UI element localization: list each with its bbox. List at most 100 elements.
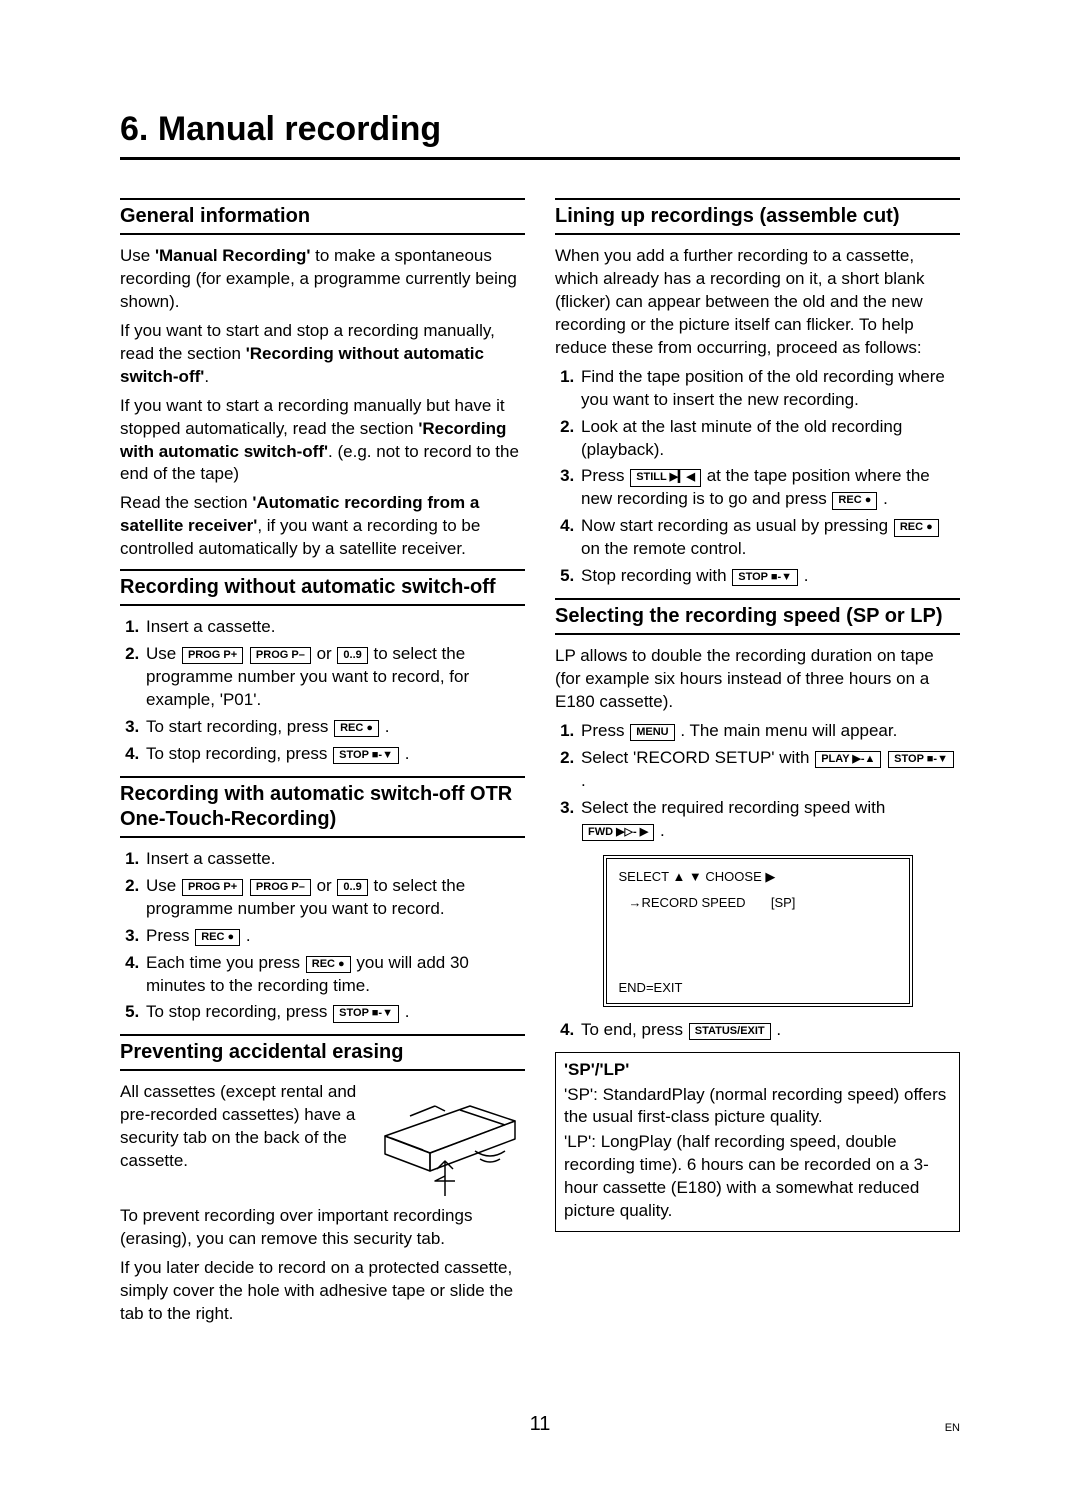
step: Press MENU . The main menu will appear. bbox=[579, 720, 960, 743]
step: Select the required recording speed with… bbox=[579, 797, 960, 843]
list-rec-no-auto: Insert a cassette. Use PROG P+ PROG P– o… bbox=[120, 616, 525, 766]
general-p2: If you want to start and stop a recordin… bbox=[120, 320, 525, 389]
text-fragment: . The main menu will appear. bbox=[680, 721, 897, 740]
lining-intro: When you add a further recording to a ca… bbox=[555, 245, 960, 360]
step: Press REC ● . bbox=[144, 925, 525, 948]
text-fragment: To start recording, press bbox=[146, 717, 333, 736]
cassette-icon bbox=[375, 1081, 525, 1201]
text-fragment: . bbox=[581, 771, 586, 790]
sp-lp-note: 'SP'/'LP' 'SP': StandardPlay (normal rec… bbox=[555, 1052, 960, 1233]
text-fragment: Look at the last minute of the old recor… bbox=[581, 417, 902, 459]
text-fragment: . bbox=[883, 489, 888, 508]
step: Use PROG P+ PROG P– or 0..9 to select th… bbox=[144, 875, 525, 921]
text-fragment: . bbox=[385, 717, 390, 736]
prog-up-button: PROG P+ bbox=[182, 647, 243, 664]
step: Use PROG P+ PROG P– or 0..9 to select th… bbox=[144, 643, 525, 712]
text-fragment: . bbox=[804, 566, 809, 585]
prog-down-button: PROG P– bbox=[250, 879, 311, 896]
text-fragment: To stop recording, press bbox=[146, 744, 332, 763]
osd-spacer bbox=[619, 910, 897, 980]
osd-footer: END=EXIT bbox=[619, 980, 897, 995]
text-fragment: Use bbox=[146, 876, 181, 895]
step: To stop recording, press STOP ■-▼ . bbox=[144, 1001, 525, 1024]
stop-button: STOP ■-▼ bbox=[732, 569, 798, 586]
heading-rec-no-auto: Recording without automatic switch-off bbox=[120, 569, 525, 606]
fwd-button: FWD ▶▷- ▶ bbox=[582, 824, 654, 841]
osd-menu: SELECT ▲ ▼ CHOOSE ▶ →RECORD SPEED [SP] E… bbox=[603, 855, 913, 1007]
general-p4: Read the section 'Automatic recording fr… bbox=[120, 492, 525, 561]
osd-row: →RECORD SPEED [SP] bbox=[629, 895, 897, 910]
text-fragment: Stop recording with bbox=[581, 566, 731, 585]
play-button: PLAY ▶-▲ bbox=[815, 751, 881, 768]
digits-button: 0..9 bbox=[337, 879, 367, 896]
osd-header: SELECT ▲ ▼ CHOOSE ▶ bbox=[619, 869, 897, 885]
step: Select 'RECORD SETUP' with PLAY ▶-▲ STOP… bbox=[579, 747, 960, 793]
prevent-p3: If you later decide to record on a prote… bbox=[120, 1257, 525, 1326]
general-p1: Use 'Manual Recording' to make a spontan… bbox=[120, 245, 525, 314]
text-fragment: Select 'RECORD SETUP' with bbox=[581, 748, 814, 767]
menu-button: MENU bbox=[630, 724, 674, 741]
prog-down-button: PROG P– bbox=[250, 647, 311, 664]
text-fragment: . bbox=[660, 821, 665, 840]
prog-up-button: PROG P+ bbox=[182, 879, 243, 896]
text-fragment: Find the tape position of the old record… bbox=[581, 367, 945, 409]
speed-intro: LP allows to double the recording durati… bbox=[555, 645, 960, 714]
left-column: General information Use 'Manual Recordin… bbox=[120, 190, 525, 1332]
heading-lining-up: Lining up recordings (assemble cut) bbox=[555, 198, 960, 235]
manual-page: 6. Manual recording General information … bbox=[0, 0, 1080, 1486]
text-fragment: Press bbox=[581, 721, 629, 740]
columns: General information Use 'Manual Recordin… bbox=[120, 190, 960, 1332]
text-fragment: or bbox=[317, 644, 337, 663]
heading-general-info: General information bbox=[120, 198, 525, 235]
step: Now start recording as usual by pressing… bbox=[579, 515, 960, 561]
text-fragment: . bbox=[246, 926, 251, 945]
chapter-title: 6. Manual recording bbox=[120, 110, 960, 149]
lang-mark: EN bbox=[945, 1422, 960, 1434]
text-fragment: Press bbox=[581, 466, 629, 485]
step: Insert a cassette. bbox=[144, 848, 525, 871]
text-fragment: Read the section bbox=[120, 493, 252, 512]
status-exit-button: STATUS/EXIT bbox=[689, 1023, 771, 1040]
text-fragment: Insert a cassette. bbox=[146, 849, 275, 868]
right-column: Lining up recordings (assemble cut) When… bbox=[555, 190, 960, 1332]
cassette-illustration bbox=[375, 1081, 525, 1201]
list-speed-cont: To end, press STATUS/EXIT . bbox=[555, 1019, 960, 1042]
rec-button: REC ● bbox=[195, 929, 240, 946]
page-number: 11 bbox=[0, 1413, 1080, 1436]
step: To start recording, press REC ● . bbox=[144, 716, 525, 739]
note-lp: 'LP': LongPlay (half recording speed, do… bbox=[564, 1131, 951, 1223]
osd-row-label: →RECORD SPEED bbox=[629, 895, 746, 910]
list-speed: Press MENU . The main menu will appear. … bbox=[555, 720, 960, 843]
prevent-p2: To prevent recording over important reco… bbox=[120, 1205, 525, 1251]
text-fragment: Press bbox=[146, 926, 194, 945]
text-fragment: To end, press bbox=[581, 1020, 688, 1039]
text-fragment: on the remote control. bbox=[581, 539, 746, 558]
text-fragment: . bbox=[204, 367, 209, 386]
step: To stop recording, press STOP ■-▼ . bbox=[144, 743, 525, 766]
text-fragment: . bbox=[405, 744, 410, 763]
title-rule bbox=[120, 157, 960, 160]
list-rec-auto: Insert a cassette. Use PROG P+ PROG P– o… bbox=[120, 848, 525, 1025]
step: Insert a cassette. bbox=[144, 616, 525, 639]
heading-speed: Selecting the recording speed (SP or LP) bbox=[555, 598, 960, 635]
osd-row-value: [SP] bbox=[771, 895, 796, 910]
step: Stop recording with STOP ■-▼ . bbox=[579, 565, 960, 588]
text-fragment: To stop recording, press bbox=[146, 1002, 332, 1021]
digits-button: 0..9 bbox=[337, 647, 367, 664]
text-fragment: Each time you press bbox=[146, 953, 305, 972]
text-fragment: Insert a cassette. bbox=[146, 617, 275, 636]
chapter-number: 6. bbox=[120, 110, 148, 148]
text-fragment: . bbox=[405, 1002, 410, 1021]
rec-button: REC ● bbox=[832, 492, 877, 509]
text-fragment: Use bbox=[146, 644, 181, 663]
text-bold: 'Manual Recording' bbox=[155, 246, 310, 265]
stop-button: STOP ■-▼ bbox=[333, 747, 399, 764]
general-p3: If you want to start a recording manuall… bbox=[120, 395, 525, 487]
step: Find the tape position of the old record… bbox=[579, 366, 960, 412]
text-fragment: or bbox=[317, 876, 337, 895]
stop-button: STOP ■-▼ bbox=[333, 1005, 399, 1022]
step: Press STILL ▶▎◀ at the tape position whe… bbox=[579, 465, 960, 511]
still-button: STILL ▶▎◀ bbox=[630, 469, 701, 486]
heading-prevent-erasing: Preventing accidental erasing bbox=[120, 1034, 525, 1071]
rec-button: REC ● bbox=[894, 519, 939, 536]
